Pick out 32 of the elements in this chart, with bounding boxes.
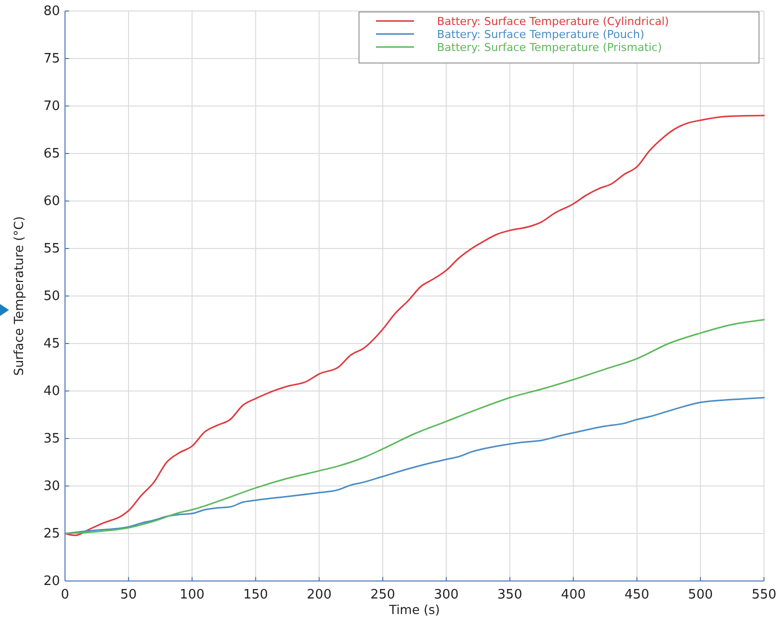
x-tick-label: 250: [370, 587, 396, 602]
y-tick-label: 55: [43, 242, 60, 257]
y-tick-label: 30: [43, 479, 60, 494]
y-tick-label: 20: [43, 574, 60, 590]
x-tick-label: 500: [688, 587, 713, 602]
y-tick-label: 60: [43, 194, 60, 210]
y-tick-label: 80: [43, 4, 60, 20]
y-tick-label: 70: [43, 99, 60, 114]
x-tick-label: 200: [306, 587, 332, 602]
y-tick-label: 40: [43, 384, 60, 400]
x-tick-label: 100: [180, 587, 205, 602]
line-series: [64, 114, 765, 536]
x-tick-label: 350: [497, 587, 522, 602]
legend-label: Battery: Surface Temperature (Pouch): [437, 28, 644, 41]
x-tick-label: 450: [624, 587, 650, 602]
x-tick-label: 150: [243, 587, 268, 602]
x-axis-title: Time (s): [388, 602, 440, 617]
line-series: [64, 319, 765, 534]
legend-label: Battery: Surface Temperature (Prismatic): [437, 41, 662, 54]
legend-label: Battery: Surface Temperature (Cylindrical): [437, 15, 669, 28]
x-tick-label: 550: [752, 587, 776, 602]
y-axis-title: Surface Temperature (°C): [11, 216, 26, 376]
x-tick-label: 400: [560, 587, 586, 602]
y-tick-label: 65: [43, 146, 60, 162]
x-tick-label: 50: [120, 587, 137, 602]
x-tick-label: 300: [434, 587, 459, 602]
y-tick-label: 50: [43, 289, 60, 304]
y-tick-label: 45: [43, 336, 60, 352]
y-tick-label: 35: [43, 432, 60, 447]
x-tick-label: 0: [60, 587, 70, 602]
y-tick-label: 25: [43, 526, 60, 542]
y-tick-label: 75: [43, 52, 60, 67]
